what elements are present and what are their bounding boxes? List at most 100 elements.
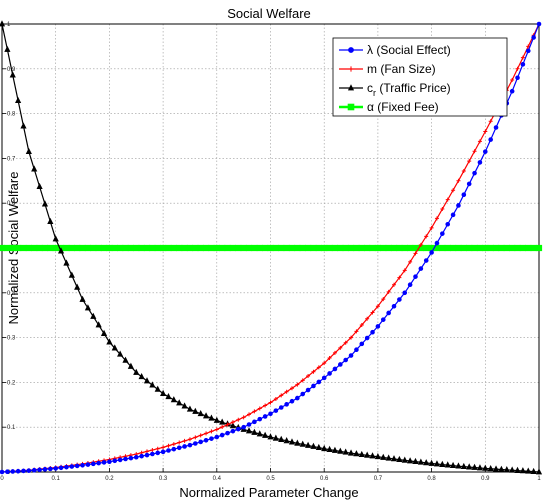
data-point [252,409,257,414]
data-point [401,244,408,252]
data-point [278,405,284,410]
data-point [176,399,183,406]
data-point [315,443,322,451]
data-point [225,422,230,427]
data-point [90,461,96,467]
data-point [251,244,258,252]
data-point [166,448,171,453]
data-point [219,432,225,438]
data-point [138,372,145,380]
data-point [79,244,86,252]
data-point [133,454,139,460]
data-point [397,297,402,302]
data-point [492,244,500,252]
data-point [509,88,515,94]
data-point [519,467,526,474]
data-point [52,235,59,242]
data-point [316,365,321,370]
data-point [461,168,466,173]
x-tick-label: 0.2 [105,476,114,482]
data-point [466,244,473,252]
y-tick-label: 0.4 [7,291,16,297]
legend-label: α (Fixed Fee) [367,100,439,114]
data-point [133,244,140,252]
x-tick-label: 0.1 [52,476,61,482]
data-point [359,341,365,347]
data-point [471,244,478,252]
data-point [177,440,182,445]
data-point [332,366,338,372]
data-point [520,62,526,67]
data-point [229,244,237,252]
data-point [117,244,124,252]
data-point [369,244,376,252]
data-point [386,289,391,294]
data-point [0,20,6,27]
data-point [262,414,268,419]
data-point [84,304,92,311]
data-point [272,434,279,441]
series-triangle-group [0,20,543,475]
data-point [170,244,177,252]
data-point [236,417,241,422]
data-point [321,444,328,452]
legend-marker [347,84,355,91]
data-point [466,181,472,187]
data-point [401,456,408,463]
data-point [380,317,386,322]
data-point [247,412,252,417]
data-point [31,467,37,473]
data-point [197,244,204,252]
data-point [144,449,149,454]
data-point [519,244,526,252]
data-point [208,414,215,421]
data-point [84,244,92,252]
data-point [418,242,423,247]
data-point [498,244,505,252]
data-point [385,244,392,252]
data-point [332,350,337,355]
data-point [429,250,434,255]
data-point [47,217,54,224]
data-point [460,462,467,470]
data-point [460,244,467,252]
data-point [353,244,360,252]
data-point [284,402,289,407]
data-point [531,35,536,40]
data-point [278,244,285,252]
data-point [535,244,543,252]
data-point [397,275,402,280]
data-point [503,466,510,473]
data-point [315,244,322,252]
legend-label: m (Fan Size) [367,62,436,76]
data-point [289,386,294,391]
data-point [245,427,253,434]
data-point [42,467,48,472]
data-point [380,244,387,252]
data-point [278,435,285,442]
legend: λ (Social Effect) m (Fan Size) cr (Traffic… [332,37,508,117]
data-point [182,444,187,449]
data-point [424,234,429,239]
legend-label: λ (Social Effect) [367,43,451,57]
data-point [471,463,478,470]
data-point [364,244,371,252]
data-point [192,407,199,414]
data-point [487,464,494,472]
data-point [295,382,300,387]
data-point [374,452,381,460]
data-point [466,463,473,470]
data-point [305,387,311,393]
data-point [487,244,494,252]
data-point [370,329,375,335]
x-tick-label: 0 [0,476,4,482]
data-point [434,240,440,246]
data-point [304,244,312,252]
data-point [4,244,11,252]
data-point [390,455,398,462]
x-tick-label: 0.6 [320,476,329,482]
data-point [375,324,381,329]
data-point [273,396,278,401]
data-point [472,149,477,154]
